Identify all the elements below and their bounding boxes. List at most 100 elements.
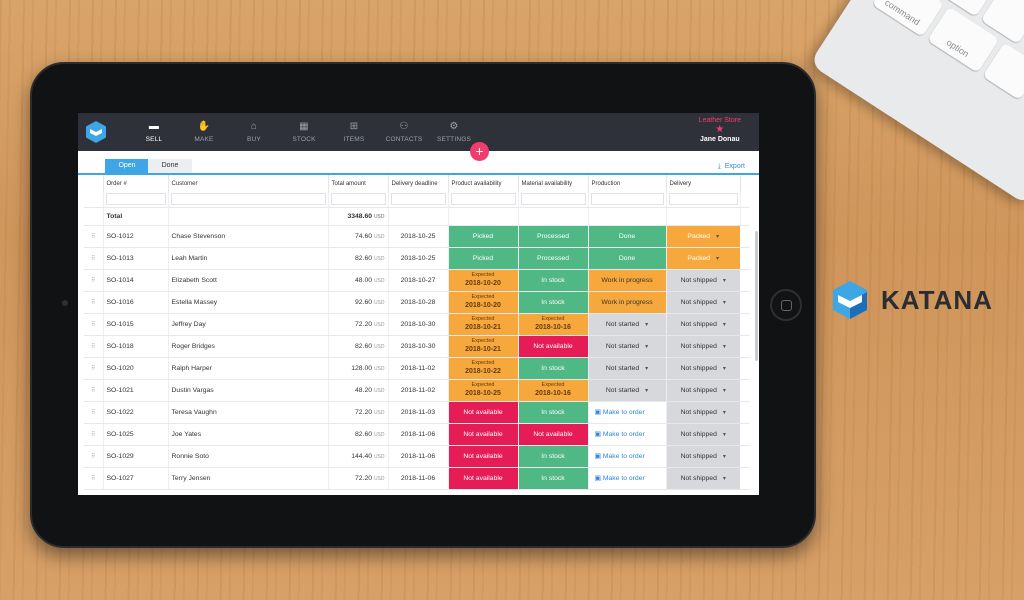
filter-amount-input[interactable] [330,193,386,206]
order-number[interactable]: SO-1022 [102,401,168,424]
drag-handle-icon[interactable]: ⠿ [84,467,103,490]
product-availability[interactable]: Not available [447,445,518,468]
production-status[interactable]: ▣ Make to order [587,445,666,468]
table-row[interactable]: ⠿ SO-1025 Joe Yates 82.60 USD 2018-11-06 Not … [84,423,750,446]
order-number[interactable]: SO-1025 [102,423,168,446]
product-availability[interactable]: Expected 2018-10-20 [447,291,518,314]
table-row[interactable]: ⠿ SO-1018 Roger Bridges 82.60 USD 2018-10-30… [84,335,750,358]
customer-name[interactable]: Chase Stevenson [167,225,328,248]
filter-customer-input[interactable] [170,193,326,206]
material-availability[interactable]: In stock [517,467,588,490]
store-info[interactable]: Leather Store ★ Jane Donau [699,117,741,143]
drag-handle-icon[interactable]: ⠿ [84,247,103,270]
material-availability[interactable]: Processed [517,247,588,270]
product-availability[interactable]: Expected 2018-10-21 [447,313,518,336]
product-availability[interactable]: Picked [447,247,518,270]
order-number[interactable]: SO-1020 [102,357,168,380]
table-row[interactable]: ⠿ SO-1012 Chase Stevenson 74.60 USD 2018-10-… [84,225,750,248]
product-availability[interactable]: Not available [447,467,518,490]
delivery-status[interactable]: Not shipped ▾ [665,313,740,336]
customer-name[interactable]: Ronnie Soto [167,445,328,468]
col-order[interactable]: Order # [102,175,168,192]
production-status[interactable]: Done [587,225,666,248]
col-customer[interactable]: Customer [167,175,328,192]
scrollbar[interactable] [755,231,758,361]
table-row[interactable]: ⠿ SO-1016 Estella Massey 92.60 USD 2018-10-2… [84,291,750,314]
order-number[interactable]: SO-1014 [102,269,168,292]
tab-open[interactable]: Open [105,159,149,173]
nav-stock[interactable]: ▦ STOCK [279,121,329,143]
drag-handle-icon[interactable]: ⠿ [84,291,103,314]
table-row[interactable]: ⠿ SO-1013 Leah Martin 82.60 USD 2018-10-25 Pi… [84,247,750,270]
production-status[interactable]: Not started ▾ [587,335,666,358]
product-availability[interactable]: Expected 2018-10-22 [447,357,518,380]
export-button[interactable]: ⤓ Export [717,163,745,170]
col-material-availability[interactable]: Material availability [517,175,588,192]
table-row[interactable]: ⠿ SO-1022 Teresa Vaughn 72.20 USD 2018-11-03… [84,401,750,424]
product-availability[interactable]: Picked [447,225,518,248]
drag-handle-icon[interactable]: ⠿ [84,401,103,424]
delivery-status[interactable]: Not shipped ▾ [665,269,740,292]
tab-done[interactable]: Done [148,159,192,173]
delivery-status[interactable]: Not shipped ▾ [665,401,740,424]
production-status[interactable]: ▣ Make to order [587,467,666,490]
material-availability[interactable]: Processed [517,225,588,248]
order-number[interactable]: SO-1016 [102,291,168,314]
delivery-status[interactable]: Not shipped ▾ [665,357,740,380]
col-total-amount[interactable]: Total amount [327,175,388,192]
production-status[interactable]: Not started ▾ [587,313,666,336]
production-status[interactable]: ▣ Make to order [587,423,666,446]
col-delivery[interactable]: Delivery [665,175,740,192]
col-production[interactable]: Production [587,175,666,192]
delivery-status[interactable]: Not shipped ▾ [665,291,740,314]
product-availability[interactable]: Not available [447,423,518,446]
table-row[interactable]: ⠿ SO-1020 Ralph Harper 128.00 USD 2018-11-02… [84,357,750,380]
customer-name[interactable]: Leah Martin [167,247,328,270]
delivery-status[interactable]: Not shipped ▾ [665,467,740,490]
order-number[interactable]: SO-1018 [102,335,168,358]
add-button[interactable]: + [470,142,489,161]
drag-handle-icon[interactable]: ⠿ [84,225,103,248]
customer-name[interactable]: Elizabeth Scott [167,269,328,292]
filter-production-input[interactable] [590,193,664,206]
table-row[interactable]: ⠿ SO-1027 Terry Jensen 72.20 USD 2018-11-06 N… [84,467,750,490]
material-availability[interactable]: Not available [517,335,588,358]
filter-product-input[interactable] [450,193,516,206]
nav-buy[interactable]: ⌂ BUY [229,121,279,143]
customer-name[interactable]: Roger Bridges [167,335,328,358]
delivery-status[interactable]: Not shipped ▾ [665,379,740,402]
material-availability[interactable]: Not available [517,423,588,446]
drag-handle-icon[interactable]: ⠿ [84,269,103,292]
drag-handle-icon[interactable]: ⠿ [84,313,103,336]
nav-settings[interactable]: ⚙ SETTINGS [429,121,479,143]
col-delivery-deadline[interactable]: Delivery deadline [387,175,448,192]
nav-items[interactable]: ⊞ ITEMS [329,121,379,143]
home-button[interactable] [770,289,802,321]
production-status[interactable]: Work in progress [587,269,666,292]
drag-handle-icon[interactable]: ⠿ [84,335,103,358]
product-availability[interactable]: Not available [447,401,518,424]
filter-order-input[interactable] [105,193,166,206]
table-row[interactable]: ⠿ SO-1021 Dustin Vargas 48.20 USD 2018-11-02… [84,379,750,402]
order-number[interactable]: SO-1029 [102,445,168,468]
product-availability[interactable]: Expected 2018-10-21 [447,335,518,358]
material-availability[interactable]: Expected 2018-10-16 [517,313,588,336]
production-status[interactable]: Work in progress [587,291,666,314]
order-number[interactable]: SO-1027 [102,467,168,490]
order-number[interactable]: SO-1015 [102,313,168,336]
customer-name[interactable]: Teresa Vaughn [167,401,328,424]
delivery-status[interactable]: Not shipped ▾ [665,445,740,468]
table-row[interactable]: ⠿ SO-1014 Elizabeth Scott 48.00 USD 2018-10-… [84,269,750,292]
order-number[interactable]: SO-1013 [102,247,168,270]
product-availability[interactable]: Expected 2018-10-20 [447,269,518,292]
production-status[interactable]: ▣ Make to order [587,401,666,424]
material-availability[interactable]: In stock [517,269,588,292]
order-number[interactable]: SO-1012 [102,225,168,248]
drag-handle-icon[interactable]: ⠿ [84,445,103,468]
drag-handle-icon[interactable]: ⠿ [84,357,103,380]
material-availability[interactable]: In stock [517,291,588,314]
katana-logo[interactable] [83,113,109,151]
customer-name[interactable]: Terry Jensen [167,467,328,490]
production-status[interactable]: Done [587,247,666,270]
production-status[interactable]: Not started ▾ [587,357,666,380]
